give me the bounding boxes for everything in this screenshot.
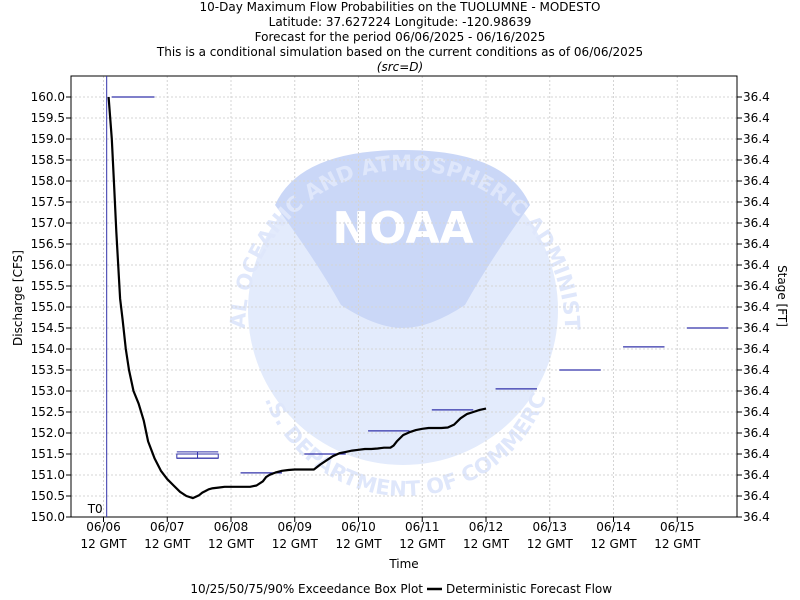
deterministic-forecast-line xyxy=(107,96,487,500)
x-tick-date-label: 06/09 xyxy=(277,520,312,534)
y-tick-label: 153.0 xyxy=(31,384,65,398)
y2-tick-label: 36.4 xyxy=(743,384,770,398)
y-tick-label: 160.0 xyxy=(31,90,65,104)
y2-tick-label: 36.4 xyxy=(743,153,770,167)
x-tick-date-label: 06/12 xyxy=(469,520,504,534)
y2-tick-label: 36.4 xyxy=(743,279,770,293)
x-tick-date-label: 06/15 xyxy=(660,520,695,534)
y-tick-label: 156.5 xyxy=(31,237,65,251)
x-tick-date-label: 06/10 xyxy=(341,520,376,534)
y-tick-label: 159.0 xyxy=(31,132,65,146)
y-tick-label: 158.5 xyxy=(31,153,65,167)
chart-period: Forecast for the period 06/06/2025 - 06/… xyxy=(254,30,546,44)
x-axis: 06/06 12 GMT 06/07 12 GMT 06/08 12 GMT 06/09 12… xyxy=(80,517,701,551)
y2-tick-label: 36.4 xyxy=(743,300,770,314)
chart-title: 10-Day Maximum Flow Probabilities on the… xyxy=(199,0,601,14)
y2-tick-label: 36.4 xyxy=(743,447,770,461)
y2-tick-label: 36.4 xyxy=(743,90,770,104)
chart-conditions-note: This is a conditional simulation based o… xyxy=(156,45,644,59)
chart-source: (src=D) xyxy=(376,60,424,74)
y2-tick-label: 36.4 xyxy=(743,405,770,419)
y-tick-label: 155.5 xyxy=(31,279,65,293)
watermark-logo-text: NOAA xyxy=(332,203,473,254)
y-tick-label: 157.0 xyxy=(31,216,65,230)
y2-tick-label: 36.4 xyxy=(743,321,770,335)
y2-tick-label: 36.4 xyxy=(743,489,770,503)
y-tick-label: 154.5 xyxy=(31,321,65,335)
x-tick-time-label: 12 GMT xyxy=(335,537,382,551)
y-tick-label: 159.5 xyxy=(31,111,65,125)
legend-boxplot-label: 10/25/50/75/90% Exceedance Box Plot xyxy=(190,582,423,596)
chart-location: Latitude: 37.627224 Longitude: -120.9863… xyxy=(268,15,532,29)
y2-tick-label: 36.4 xyxy=(743,132,770,146)
x-tick-time-label: 12 GMT xyxy=(527,537,574,551)
y-tick-label: 152.5 xyxy=(31,405,65,419)
t0-marker: T0 xyxy=(87,76,108,517)
y-tick-label: 150.5 xyxy=(31,489,65,503)
forecast-series xyxy=(107,96,487,500)
plot-frame xyxy=(70,75,738,518)
x-tick-time-label: 12 GMT xyxy=(208,537,255,551)
y-tick-label: 151.5 xyxy=(31,447,65,461)
y-tick-label: 153.5 xyxy=(31,363,65,377)
x-tick-date-label: 06/08 xyxy=(214,520,249,534)
y-tick-label: 154.0 xyxy=(31,342,65,356)
y2-tick-label: 36.4 xyxy=(743,216,770,230)
y-axis-label: Discharge [CFS] xyxy=(11,250,25,346)
x-tick-time-label: 12 GMT xyxy=(590,537,637,551)
y2-tick-label: 36.4 xyxy=(743,468,770,482)
noaa-watermark-logo: NOAA NATIONAL OCEANIC AND ATMOSPHERIC AD… xyxy=(0,0,584,501)
y-axis-left: 150.0 150.5 151.0 151.5 152.0 152.5 153.0 153.5… xyxy=(31,90,71,524)
y2-tick-label: 36.4 xyxy=(743,426,770,440)
y-tick-label: 158.0 xyxy=(31,174,65,188)
y2-tick-label: 36.4 xyxy=(743,342,770,356)
x-tick-time-label: 12 GMT xyxy=(654,537,701,551)
y2-tick-label: 36.4 xyxy=(743,195,770,209)
grid-lines xyxy=(71,76,737,518)
x-axis-label: Time xyxy=(388,557,418,571)
y2-tick-label: 36.4 xyxy=(743,111,770,125)
y-axis-right: 36.4 36.4 36.4 36.4 36.4 36.4 36.4 36.4 36.4 36.4… xyxy=(737,90,770,524)
y2-tick-label: 36.4 xyxy=(743,510,770,524)
x-tick-date-label: 06/11 xyxy=(405,520,440,534)
x-tick-time-label: 12 GMT xyxy=(144,537,191,551)
x-tick-time-label: 12 GMT xyxy=(272,537,319,551)
legend: 10/25/50/75/90% Exceedance Box Plot Dete… xyxy=(190,582,612,596)
y2-axis-label: Stage [FT] xyxy=(775,265,789,327)
t0-label: T0 xyxy=(87,502,103,516)
y2-tick-label: 36.4 xyxy=(743,237,770,251)
y-tick-label: 150.0 xyxy=(31,510,65,524)
y-tick-label: 151.0 xyxy=(31,468,65,482)
y-tick-label: 155.0 xyxy=(31,300,65,314)
legend-line-label: Deterministic Forecast Flow xyxy=(446,582,612,596)
x-tick-date-label: 06/07 xyxy=(150,520,185,534)
y-tick-label: 152.0 xyxy=(31,426,65,440)
y2-tick-label: 36.4 xyxy=(743,258,770,272)
x-tick-date-label: 06/13 xyxy=(532,520,567,534)
chart-title-block: 10-Day Maximum Flow Probabilities on the… xyxy=(0,0,800,75)
x-tick-time-label: 12 GMT xyxy=(399,537,446,551)
x-tick-time-label: 12 GMT xyxy=(80,537,127,551)
x-tick-time-label: 12 GMT xyxy=(463,537,510,551)
y-tick-label: 156.0 xyxy=(31,258,65,272)
y2-tick-label: 36.4 xyxy=(743,174,770,188)
watermark-bird-shape xyxy=(275,150,530,328)
y2-tick-label: 36.4 xyxy=(743,363,770,377)
x-tick-date-label: 06/14 xyxy=(596,520,631,534)
y-tick-label: 157.5 xyxy=(31,195,65,209)
x-tick-date-label: 06/06 xyxy=(86,520,121,534)
